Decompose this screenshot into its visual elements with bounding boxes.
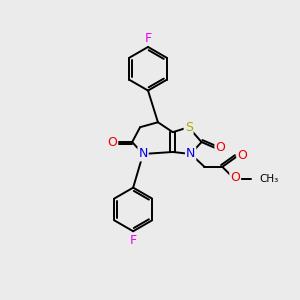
Text: S: S [184,121,193,134]
Text: O: O [107,136,117,148]
Text: O: O [215,140,225,154]
Text: O: O [237,149,247,162]
Text: O: O [230,171,240,184]
Text: CH₃: CH₃ [259,174,278,184]
Text: F: F [145,32,152,44]
Text: N: N [138,148,148,160]
Text: N: N [186,148,195,160]
Text: F: F [130,234,137,247]
